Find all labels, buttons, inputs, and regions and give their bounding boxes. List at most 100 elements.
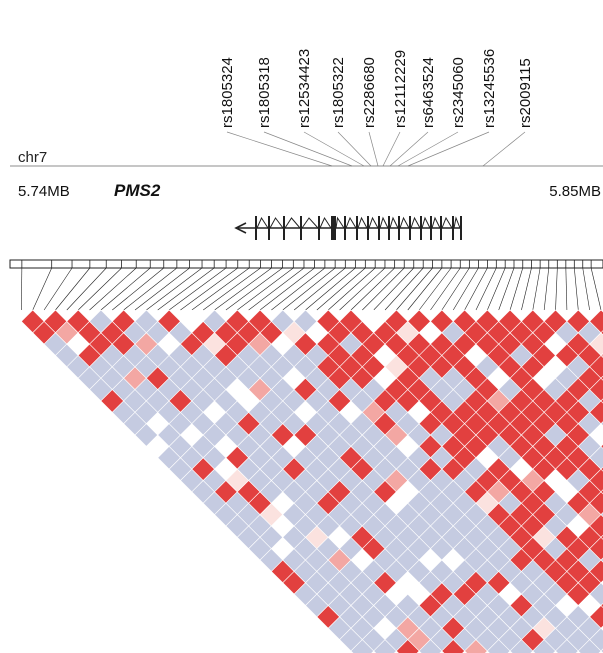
marker-connector <box>112 267 164 311</box>
marker-connector <box>509 267 524 311</box>
marker-connector <box>565 267 568 311</box>
marker-connector <box>339 267 386 311</box>
snp-guide-line <box>226 131 333 167</box>
marker-connector <box>418 267 452 311</box>
intron-line <box>319 216 332 229</box>
snp-guide-lines <box>226 131 526 167</box>
marker-connector <box>521 267 532 311</box>
snp-guide-line <box>368 131 379 167</box>
snp-guide-line <box>397 131 459 167</box>
intron-line <box>357 216 368 229</box>
exon-mark <box>460 216 462 240</box>
marker-connector <box>574 267 579 311</box>
marker-connector <box>168 267 227 311</box>
marker-connector <box>396 267 433 311</box>
exon-mark <box>398 216 400 240</box>
marker-connector <box>464 267 488 311</box>
marker-connector <box>555 267 558 311</box>
chromosome-label: chr7 <box>18 149 47 166</box>
exon-mark <box>331 216 336 240</box>
snp-guide-line <box>263 131 353 167</box>
marker-connector <box>32 267 52 311</box>
intron-line <box>410 216 421 229</box>
snp-label-group: rs1805324 rs1805318 rs12534423 rs1805322 rs2… <box>219 49 534 128</box>
marker-connector <box>441 267 470 311</box>
snp-guide-line <box>337 131 372 167</box>
intron-line <box>389 216 399 229</box>
marker-track-box <box>9 259 603 269</box>
marker-connector <box>191 267 250 311</box>
snp-label: rs2009115 <box>517 58 534 128</box>
marker-connector <box>134 267 190 311</box>
snp-label: rs1805324 <box>219 57 236 128</box>
snp-guide-line <box>389 131 429 167</box>
exon-mark <box>367 216 369 240</box>
marker-connector <box>157 267 215 311</box>
ld-matrix <box>20 309 603 653</box>
snp-guide-line <box>482 131 526 167</box>
marker-connector <box>43 267 73 311</box>
intron-line <box>368 216 379 229</box>
snp-guide-line <box>382 131 401 167</box>
snp-label: rs13245536 <box>481 49 498 128</box>
marker-connector <box>487 267 506 311</box>
marker-connector <box>582 267 590 311</box>
marker-connector <box>328 267 376 311</box>
exon-mark <box>318 216 320 240</box>
snp-label: rs1805322 <box>330 57 347 128</box>
intron-line <box>453 216 461 229</box>
marker-track <box>9 259 603 311</box>
marker-connector <box>100 267 151 311</box>
marker-connector <box>350 267 395 311</box>
intron-line <box>301 217 319 229</box>
marker-connector <box>271 267 326 311</box>
marker-connector <box>77 267 122 311</box>
snp-label: rs6463524 <box>420 57 437 128</box>
marker-connector <box>498 267 515 311</box>
marker-connector <box>225 267 283 311</box>
marker-connector <box>590 267 602 311</box>
exon-mark <box>452 216 454 240</box>
snp-guide-line <box>407 131 490 167</box>
region-start-label: 5.74MB <box>18 183 70 200</box>
intron-line <box>269 217 284 229</box>
marker-connector <box>282 267 336 311</box>
exon-mark <box>440 216 442 240</box>
marker-connector <box>55 267 91 311</box>
region-end-label: 5.85MB <box>549 183 601 200</box>
snp-label: rs2286680 <box>361 57 378 128</box>
exon-mark <box>268 216 270 240</box>
exon-mark <box>430 216 432 240</box>
strand-arrow-icon <box>234 222 247 234</box>
marker-connector <box>259 267 315 311</box>
marker-connector <box>305 267 356 311</box>
marker-connector <box>89 267 137 311</box>
marker-connector <box>430 267 461 311</box>
gene-name: PMS2 <box>114 181 161 200</box>
marker-connector <box>203 267 261 311</box>
marker-connector <box>214 267 272 311</box>
intron-line <box>431 216 441 229</box>
marker-connector <box>180 267 238 311</box>
intron-line <box>256 216 269 229</box>
intron-line <box>284 217 301 229</box>
snp-label: rs1805318 <box>256 57 273 128</box>
marker-connector <box>248 267 305 311</box>
marker-connector <box>543 267 550 311</box>
gene-model <box>234 216 462 240</box>
snp-label: rs2345060 <box>450 57 467 128</box>
marker-connector <box>362 267 405 311</box>
marker-connector <box>452 267 479 311</box>
intron-line <box>345 216 357 229</box>
intron-line <box>421 216 431 229</box>
marker-connector <box>123 267 178 311</box>
exon-mark <box>300 216 302 240</box>
exon-mark <box>283 216 285 240</box>
snp-label: rs12112229 <box>392 50 409 128</box>
snp-guide-line <box>303 131 365 167</box>
marker-connector <box>316 267 366 311</box>
exon-mark <box>420 216 422 240</box>
intron-line <box>379 216 389 229</box>
intron-line <box>335 216 345 229</box>
